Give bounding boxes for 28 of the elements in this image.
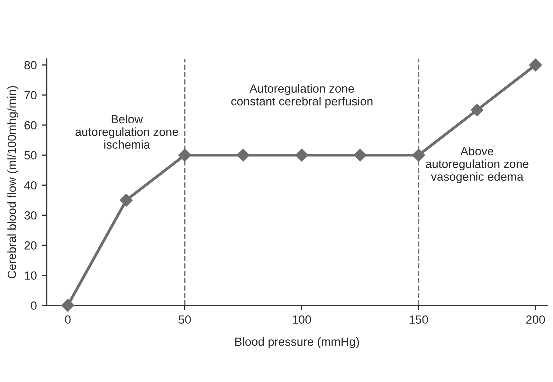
x-tick-label: 200 — [526, 316, 546, 324]
point — [529, 58, 542, 72]
x-tick-label: 0 — [65, 316, 71, 324]
x-tick-label: 50 — [178, 316, 192, 324]
y-tick-label: 40 — [24, 181, 37, 190]
point — [178, 148, 192, 162]
point — [354, 148, 367, 162]
y-tick-label: 50 — [24, 151, 37, 160]
y-axis-title: Cerebral blood flow (ml/100mhg/min) — [8, 86, 19, 279]
y-tick-label: 10 — [25, 272, 37, 280]
point — [296, 148, 308, 162]
y-tick-label: 70 — [24, 91, 37, 100]
x-tick-label: 150 — [410, 316, 428, 324]
point — [470, 104, 484, 117]
annotation: Autoregulation zone constant cerebral perfusion — [232, 84, 373, 108]
point — [412, 148, 426, 162]
y-tick-label: 80 — [24, 61, 37, 70]
y-tick-label: 20 — [24, 242, 37, 250]
point — [237, 148, 250, 162]
y-tick-label: 30 — [24, 211, 37, 220]
annotation: Above autoregulation zone vasogenic edema — [426, 146, 529, 184]
annotation: Below autoregulation zone ischemia — [76, 114, 178, 150]
point — [62, 299, 74, 312]
x-axis-title: Blood pressure (mmHg) — [236, 337, 360, 348]
point — [120, 194, 133, 207]
y-tick-label: 0 — [31, 302, 37, 310]
x-tick-label: 100 — [292, 316, 312, 324]
y-tick-label: 60 — [24, 121, 37, 130]
